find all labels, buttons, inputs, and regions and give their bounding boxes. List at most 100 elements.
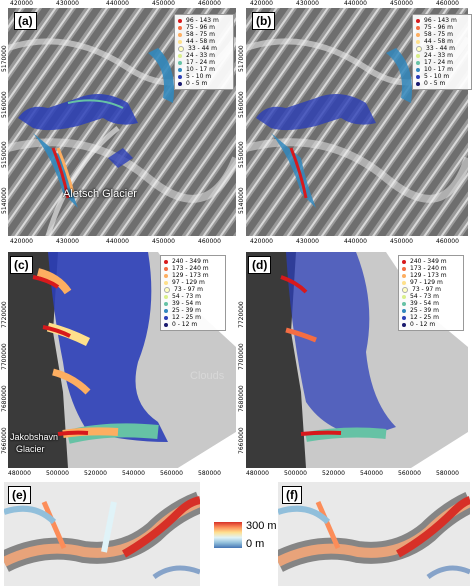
legend-item: 129 - 173 m	[164, 272, 222, 279]
y-tick: 5150000	[1, 141, 8, 168]
glacier-velocity-overlay	[18, 48, 174, 208]
legend-item: 44 - 58 m	[178, 38, 230, 45]
y-tick: 5160000	[238, 91, 245, 118]
glacier-velocity-overlay	[32, 252, 168, 444]
x-tick: 440000	[106, 0, 129, 7]
x-tick: 450000	[152, 0, 175, 7]
y-tick: 7680000	[1, 385, 8, 412]
glacier-velocity-overlay	[256, 48, 412, 208]
panel-e-map	[4, 482, 200, 586]
x-tick: 450000	[390, 238, 413, 245]
x-tick: 540000	[360, 470, 383, 477]
clouds-label: Clouds	[190, 370, 225, 382]
legend-item: 0 - 5 m	[416, 80, 468, 87]
x-tick: 420000	[250, 238, 273, 245]
y-tick: 7660000	[238, 427, 245, 454]
x-tick: 440000	[106, 238, 129, 245]
legend-item: 33 - 44 m	[178, 45, 230, 52]
legend-item: 129 - 173 m	[402, 272, 460, 279]
y-tick: 5140000	[238, 187, 245, 214]
x-tick: 430000	[296, 0, 319, 7]
legend-item: 44 - 58 m	[416, 38, 468, 45]
legend-item: 240 - 349 m	[164, 258, 222, 265]
legend-item: 39 - 54 m	[402, 300, 460, 307]
legend-item: 54 - 73 m	[164, 293, 222, 300]
legend-item: 10 - 17 m	[178, 66, 230, 73]
x-tick: 520000	[84, 470, 107, 477]
x-tick: 420000	[10, 238, 33, 245]
legend-item: 12 - 25 m	[402, 314, 460, 321]
legend-item: 173 - 240 m	[164, 265, 222, 272]
panel-e-label: (e)	[8, 486, 31, 504]
legend-item: 54 - 73 m	[402, 293, 460, 300]
x-tick: 460000	[436, 238, 459, 245]
panel-f-map	[278, 482, 470, 586]
legend-b: 96 - 143 m 75 - 96 m 58 - 75 m 44 - 58 m…	[412, 14, 472, 90]
legend-item: 24 - 33 m	[416, 52, 468, 59]
legend-item: 25 - 39 m	[164, 307, 222, 314]
legend-item: 0 - 12 m	[402, 321, 460, 328]
panel-b-label: (b)	[252, 12, 276, 30]
x-tick: 430000	[296, 238, 319, 245]
x-tick: 420000	[250, 0, 273, 7]
aletsch-glacier-label: Aletsch Glacier	[63, 188, 137, 200]
x-tick: 520000	[322, 470, 345, 477]
legend-item: 0 - 5 m	[178, 80, 230, 87]
x-tick: 500000	[284, 470, 307, 477]
legend-item: 12 - 25 m	[164, 314, 222, 321]
y-tick: 7700000	[1, 343, 8, 370]
x-tick: 440000	[344, 238, 367, 245]
legend-item: 33 - 44 m	[416, 45, 468, 52]
legend-item: 97 - 129 m	[402, 279, 460, 286]
jakobshavn-glacier-label-line1: Jakobshavn	[10, 432, 59, 442]
legend-item: 5 - 10 m	[178, 73, 230, 80]
legend-item: 25 - 39 m	[402, 307, 460, 314]
legend-item: 17 - 24 m	[416, 59, 468, 66]
y-tick: 7720000	[1, 301, 8, 328]
legend-a: 96 - 143 m 75 - 96 m 58 - 75 m 44 - 58 m…	[174, 14, 234, 90]
legend-item: 58 - 75 m	[178, 31, 230, 38]
x-tick: 580000	[198, 470, 221, 477]
legend-item: 24 - 33 m	[178, 52, 230, 59]
x-tick: 500000	[46, 470, 69, 477]
x-tick: 480000	[246, 470, 269, 477]
y-tick: 5170000	[238, 45, 245, 72]
x-tick: 460000	[198, 238, 221, 245]
legend-c: 240 - 349 m 173 - 240 m 129 - 173 m 97 -…	[160, 255, 226, 331]
x-tick: 420000	[10, 0, 33, 7]
legend-item: 96 - 143 m	[416, 17, 468, 24]
glacier-surface	[278, 482, 470, 586]
legend-item: 39 - 54 m	[164, 300, 222, 307]
glacier-surface	[4, 482, 200, 586]
legend-item: 58 - 75 m	[416, 31, 468, 38]
panel-c-label: (c)	[10, 256, 33, 274]
y-tick: 7680000	[238, 385, 245, 412]
x-tick: 460000	[436, 0, 459, 7]
legend-item: 5 - 10 m	[416, 73, 468, 80]
y-tick: 5140000	[1, 187, 8, 214]
y-tick: 5160000	[1, 91, 8, 118]
legend-item: 75 - 96 m	[416, 24, 468, 31]
y-tick: 7720000	[238, 301, 245, 328]
colorbar-min-label: 0 m	[246, 538, 265, 550]
legend-item: 240 - 349 m	[402, 258, 460, 265]
panel-f-label: (f)	[282, 486, 302, 504]
panel-b-map	[246, 8, 468, 236]
legend-item: 17 - 24 m	[178, 59, 230, 66]
panel-a-label: (a)	[14, 12, 37, 30]
x-tick: 560000	[398, 470, 421, 477]
legend-d: 240 - 349 m 173 - 240 m 129 - 173 m 97 -…	[398, 255, 464, 331]
legend-item: 73 - 97 m	[164, 286, 222, 293]
panel-d-label: (d)	[248, 256, 272, 274]
legend-item: 97 - 129 m	[164, 279, 222, 286]
legend-item: 75 - 96 m	[178, 24, 230, 31]
y-tick: 5170000	[1, 45, 8, 72]
x-tick: 450000	[152, 238, 175, 245]
legend-item: 96 - 143 m	[178, 17, 230, 24]
y-tick: 7700000	[238, 343, 245, 370]
y-tick: 7660000	[1, 427, 8, 454]
x-tick: 440000	[344, 0, 367, 7]
legend-item: 173 - 240 m	[402, 265, 460, 272]
colorbar-max-label: 300 m	[246, 520, 277, 532]
x-tick: 460000	[198, 0, 221, 7]
